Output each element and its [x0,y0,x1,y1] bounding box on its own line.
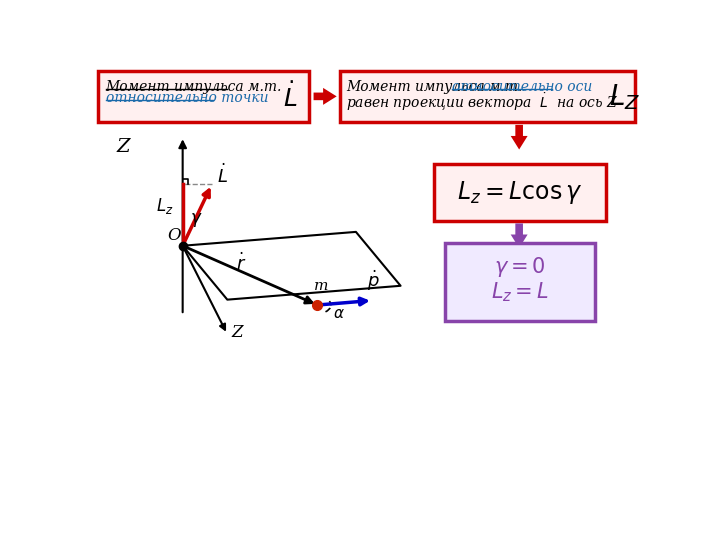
FancyArrow shape [510,224,528,248]
Text: $\dot{r}$: $\dot{r}$ [235,252,246,274]
Text: $\dot{L}$: $\dot{L}$ [217,163,228,187]
Text: $L_Z$: $L_Z$ [609,82,640,112]
Text: $\dot{p}$: $\dot{p}$ [366,269,379,293]
FancyBboxPatch shape [445,244,595,321]
Text: $\alpha$: $\alpha$ [333,307,345,321]
Text: равен проекции вектора  $\dot{L}$  на ось Z: равен проекции вектора $\dot{L}$ на ось … [346,91,618,113]
FancyBboxPatch shape [98,71,309,122]
FancyArrow shape [510,125,528,150]
Text: относительно оси: относительно оси [452,80,593,94]
Text: O: O [167,227,181,244]
Text: $\gamma$: $\gamma$ [190,211,203,228]
Text: $L_z$: $L_z$ [156,196,174,216]
Text: относительно точки: относительно точки [106,91,268,105]
Text: $L_z = L$: $L_z = L$ [491,280,549,303]
Text: m: m [314,279,328,293]
Text: Z: Z [117,138,130,156]
Text: Момент импульса м.т.: Момент импульса м.т. [106,80,282,94]
FancyBboxPatch shape [340,71,636,122]
Text: $L_z = L\cos\gamma$: $L_z = L\cos\gamma$ [457,179,582,206]
Text: $\gamma = 0$: $\gamma = 0$ [494,254,546,279]
Text: $\dot{L}$: $\dot{L}$ [283,82,297,112]
FancyBboxPatch shape [433,164,606,221]
FancyArrow shape [314,88,337,105]
Text: Z: Z [231,323,243,341]
Text: Момент импульса м.т.: Момент импульса м.т. [346,80,526,94]
